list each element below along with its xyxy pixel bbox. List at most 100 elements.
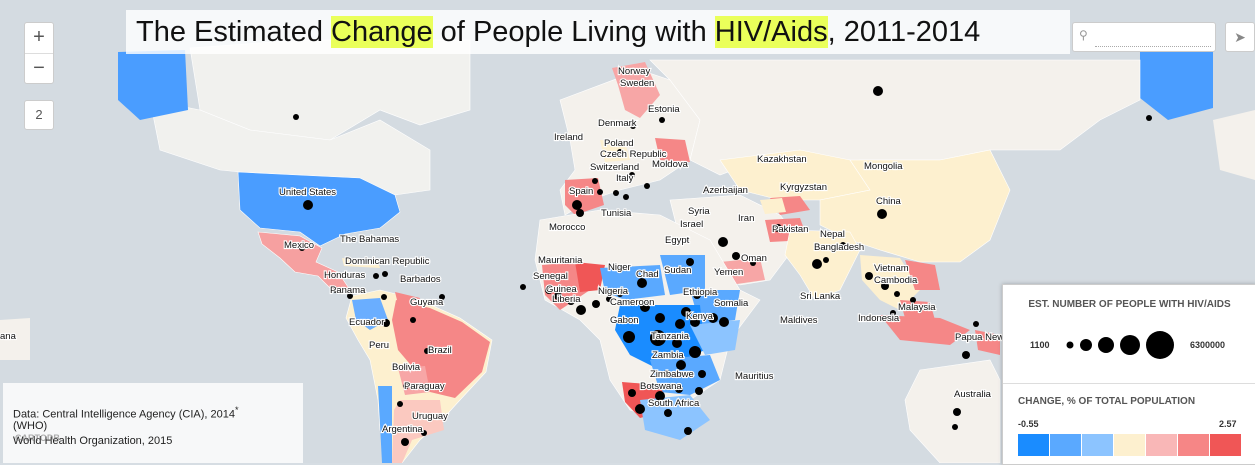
hiv-count-bubble[interactable]	[592, 178, 598, 184]
hiv-count-bubble[interactable]	[554, 292, 562, 300]
hiv-count-bubble[interactable]	[718, 237, 728, 247]
hiv-count-bubble[interactable]	[403, 383, 409, 389]
hiv-count-bubble[interactable]	[572, 200, 582, 210]
hiv-count-bubble[interactable]	[382, 271, 388, 277]
hiv-count-bubble[interactable]	[637, 278, 647, 288]
hiv-count-bubble[interactable]	[397, 401, 403, 407]
hiv-count-bubble[interactable]	[650, 330, 666, 346]
country-label: Tunisia	[601, 208, 632, 219]
hiv-count-bubble[interactable]	[675, 319, 685, 329]
hiv-count-bubble[interactable]	[812, 259, 822, 269]
hiv-count-bubble[interactable]	[698, 370, 706, 378]
hiv-count-bubble[interactable]	[894, 291, 900, 297]
hiv-count-bubble[interactable]	[664, 409, 672, 417]
hiv-count-bubble[interactable]	[617, 291, 623, 297]
zoom-out-button[interactable]: −	[33, 57, 45, 79]
country-label: Estonia	[648, 104, 680, 115]
hiv-count-bubble[interactable]	[881, 282, 889, 290]
hiv-count-bubble[interactable]	[576, 305, 586, 315]
hiv-count-bubble[interactable]	[644, 183, 650, 189]
hiv-count-bubble[interactable]	[962, 351, 970, 359]
hiv-count-bubble[interactable]	[629, 172, 635, 178]
hiv-count-bubble[interactable]	[953, 408, 961, 416]
hiv-count-bubble[interactable]	[424, 348, 430, 354]
hiv-count-bubble[interactable]	[732, 252, 740, 260]
hiv-count-bubble[interactable]	[681, 307, 691, 317]
hiv-count-bubble[interactable]	[663, 370, 671, 378]
hiv-count-bubble[interactable]	[606, 296, 612, 302]
hiv-count-bubble[interactable]	[617, 149, 623, 155]
hiv-count-bubble[interactable]	[303, 200, 313, 210]
hiv-count-bubble[interactable]	[597, 189, 603, 195]
hiv-count-bubble[interactable]	[623, 194, 629, 200]
hiv-count-bubble[interactable]	[567, 297, 575, 305]
country-label: Cameroon	[610, 297, 654, 308]
title-highlight-hiv: HIV/Aids	[714, 16, 828, 48]
hiv-count-bubble[interactable]	[877, 209, 887, 219]
hiv-count-bubble[interactable]	[373, 273, 379, 279]
hiv-count-bubble[interactable]	[623, 331, 635, 343]
hiv-count-bubble[interactable]	[675, 385, 683, 393]
hiv-count-bubble[interactable]	[676, 360, 686, 370]
hiv-count-bubble[interactable]	[659, 117, 665, 123]
hiv-count-bubble[interactable]	[693, 291, 701, 299]
legend-color-swatch	[1018, 434, 1050, 456]
zoom-in-button[interactable]: +	[25, 23, 53, 54]
hiv-count-bubble[interactable]	[401, 438, 409, 446]
hiv-count-bubble[interactable]	[719, 317, 729, 327]
hiv-count-bubble[interactable]	[655, 313, 665, 323]
hiv-count-bubble[interactable]	[655, 391, 665, 401]
hiv-count-bubble[interactable]	[293, 114, 299, 120]
country-label: ana	[0, 331, 17, 342]
hiv-count-bubble[interactable]	[840, 242, 846, 248]
hiv-count-bubble[interactable]	[630, 123, 636, 129]
search-icon: ⚲	[1079, 28, 1088, 42]
hiv-count-bubble[interactable]	[382, 319, 390, 327]
hiv-count-bubble[interactable]	[774, 224, 782, 232]
search-input[interactable]	[1095, 28, 1211, 47]
hiv-count-bubble[interactable]	[1146, 115, 1152, 121]
hiv-count-bubble[interactable]	[299, 245, 305, 251]
country-label: Peru	[369, 340, 389, 351]
hiv-count-bubble[interactable]	[592, 300, 600, 308]
country-label: Kyrgyzstan	[780, 182, 827, 193]
hiv-count-bubble[interactable]	[381, 294, 387, 300]
legend-color-max: 2.57	[1219, 419, 1237, 429]
hiv-count-bubble[interactable]	[708, 313, 718, 323]
hiv-count-bubble[interactable]	[890, 310, 896, 316]
country-label: Mexico	[284, 240, 314, 251]
zoom-level-indicator[interactable]: 2	[24, 100, 54, 130]
hiv-count-bubble[interactable]	[823, 257, 829, 263]
title-bar	[126, 10, 1070, 54]
hiv-count-bubble[interactable]	[684, 427, 692, 435]
hiv-count-bubble[interactable]	[686, 258, 694, 266]
hiv-count-bubble[interactable]	[873, 86, 883, 96]
hiv-count-bubble[interactable]	[689, 346, 701, 358]
hiv-count-bubble[interactable]	[865, 272, 873, 280]
hiv-count-bubble[interactable]	[672, 338, 682, 348]
hiv-count-bubble[interactable]	[635, 404, 645, 414]
hiv-count-bubble[interactable]	[545, 286, 553, 294]
hiv-count-bubble[interactable]	[439, 294, 445, 300]
hiv-count-bubble[interactable]	[750, 260, 756, 266]
hiv-count-bubble[interactable]	[520, 284, 526, 290]
hiv-count-bubble[interactable]	[690, 317, 700, 327]
hiv-count-bubble[interactable]	[333, 287, 339, 293]
hiv-count-bubble[interactable]	[910, 297, 916, 303]
hiv-count-bubble[interactable]	[973, 321, 979, 327]
hiv-count-bubble[interactable]	[347, 293, 353, 299]
country-label: Italy	[616, 173, 634, 184]
country-label: Norway	[618, 66, 650, 77]
hiv-count-bubble[interactable]	[628, 389, 636, 397]
edge-land-right	[1213, 110, 1255, 180]
hiv-count-bubble[interactable]	[952, 424, 958, 430]
hiv-count-bubble[interactable]	[640, 302, 650, 312]
country-label: Liberia	[552, 294, 581, 305]
hiv-count-bubble[interactable]	[410, 317, 416, 323]
hiv-count-bubble[interactable]	[613, 190, 619, 196]
hiv-count-bubble[interactable]	[695, 387, 703, 395]
share-button[interactable]: ➤	[1225, 22, 1255, 52]
hiv-count-bubble[interactable]	[421, 430, 427, 436]
hiv-count-bubble[interactable]	[576, 209, 584, 217]
